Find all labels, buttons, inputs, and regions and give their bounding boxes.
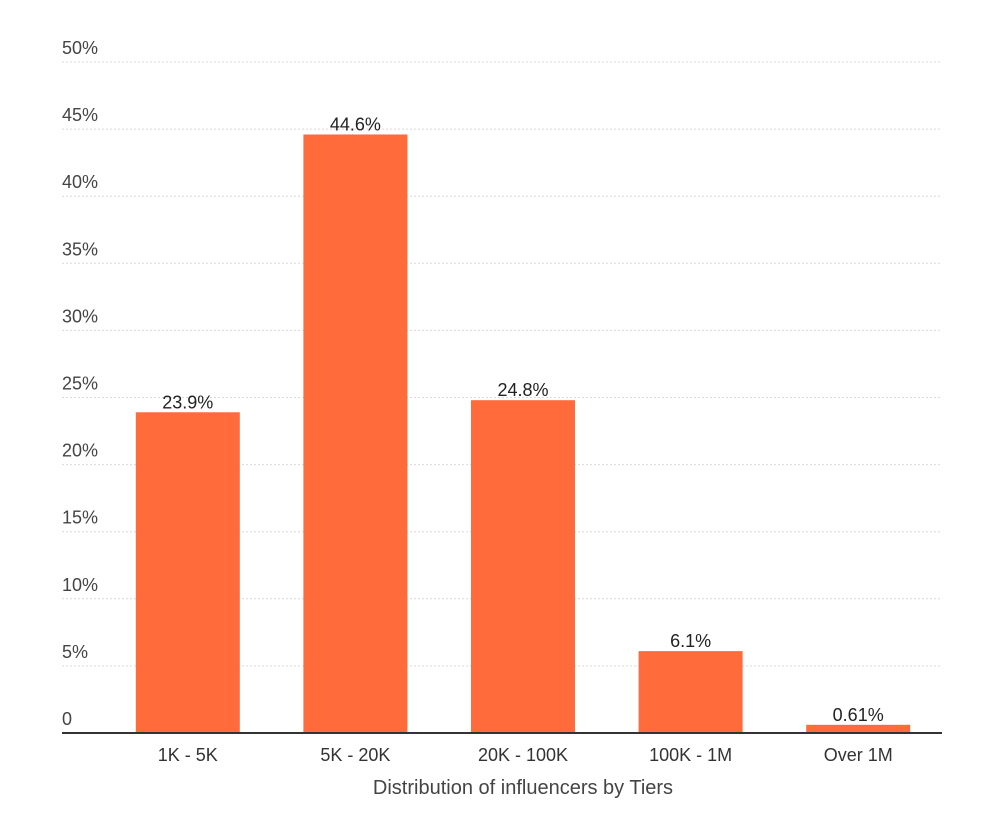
y-tick-label: 25%	[62, 374, 98, 394]
x-tick-label: Over 1M	[824, 745, 893, 765]
data-labels: 23.9% 44.6% 24.8% 6.1% 0.61%	[162, 114, 883, 724]
x-tick-label: 20K - 100K	[478, 745, 568, 765]
bar	[471, 400, 575, 733]
y-tick-label: 5%	[62, 642, 88, 662]
y-tick-label: 50%	[62, 38, 98, 58]
y-tick-label: 0	[62, 709, 72, 729]
data-label: 6.1%	[670, 631, 711, 651]
x-tick-label: 100K - 1M	[649, 745, 732, 765]
y-tick-label: 20%	[62, 441, 98, 461]
bar	[638, 651, 743, 733]
y-tick-label: 35%	[62, 239, 98, 259]
bar	[135, 412, 240, 733]
data-label: 24.8%	[497, 380, 548, 400]
data-label: 23.9%	[162, 392, 213, 412]
y-tick-label: 10%	[62, 575, 98, 595]
data-label: 0.61%	[833, 705, 884, 725]
y-tick-label: 45%	[62, 105, 98, 125]
x-tick-label: 5K - 20K	[320, 745, 390, 765]
y-tick-label: 40%	[62, 172, 98, 192]
bars	[135, 134, 911, 733]
data-label: 44.6%	[330, 114, 381, 134]
x-axis-title: Distribution of influencers by Tiers	[373, 777, 673, 799]
y-axis-ticks: 0 5% 10% 15% 20% 25% 30% 35% 40% 45% 50%	[62, 38, 98, 729]
x-tick-label: 1K - 5K	[158, 745, 218, 765]
x-axis-categories: 1K - 5K 5K - 20K 20K - 100K 100K - 1M Over 1…	[158, 745, 893, 765]
bar	[303, 134, 408, 733]
bar	[806, 724, 911, 733]
y-tick-label: 30%	[62, 306, 98, 326]
y-tick-label: 15%	[62, 508, 98, 528]
